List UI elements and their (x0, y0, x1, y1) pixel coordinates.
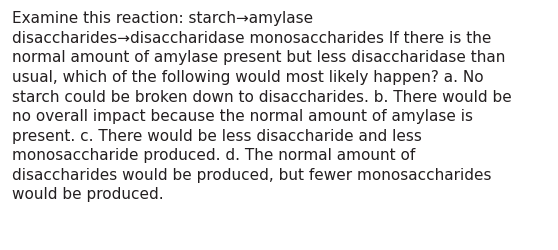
Text: Examine this reaction: starch→amylase
disaccharides→disaccharidase monosaccharid: Examine this reaction: starch→amylase di… (12, 11, 512, 202)
